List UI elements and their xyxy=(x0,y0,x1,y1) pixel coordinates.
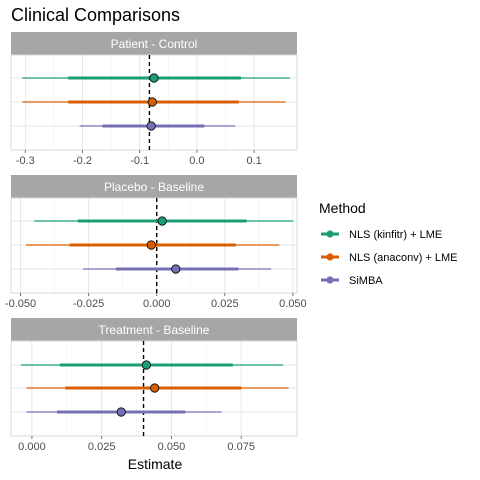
x-tick-label: 0.050 xyxy=(158,441,186,453)
x-tick-label: 0.000 xyxy=(143,298,171,310)
facet-strip xyxy=(11,175,297,198)
facet-panel: Patient - Control -0.3 -0.2 -0.1 0.0 0.1 xyxy=(10,32,298,167)
x-tick-label: 0.025 xyxy=(88,441,116,453)
facet-strip xyxy=(11,32,297,55)
point-estimate xyxy=(146,240,156,250)
facet-strip-label: Patient - Control xyxy=(111,37,198,51)
chart-title: Clinical Comparisons xyxy=(11,5,180,25)
x-axis-title: Estimate xyxy=(128,456,183,472)
legend-key-point xyxy=(326,230,334,238)
facet-strip-label: Treatment - Baseline xyxy=(99,323,210,337)
legend-entry: NLS (kinfitr) + LME xyxy=(321,229,442,241)
point-estimate xyxy=(146,121,156,131)
legend-entry: SiMBA xyxy=(321,275,383,287)
legend-title: Method xyxy=(319,200,366,216)
facet-strip xyxy=(11,318,297,341)
point-estimate xyxy=(147,97,157,107)
point-estimate xyxy=(150,383,160,393)
x-tick-label: -0.3 xyxy=(16,155,35,167)
legend-label: SiMBA xyxy=(349,275,383,287)
x-tick-label: -0.025 xyxy=(73,298,104,310)
x-tick-label: 0.0 xyxy=(189,155,204,167)
legend-entry: NLS (anaconv) + LME xyxy=(321,252,458,264)
x-tick-label: -0.2 xyxy=(73,155,92,167)
panel-border xyxy=(10,54,298,151)
legend-key-point xyxy=(326,276,334,284)
panel-border xyxy=(10,340,298,437)
point-estimate xyxy=(149,73,159,83)
x-tick-label: 0.050 xyxy=(279,298,307,310)
x-tick-label: -0.050 xyxy=(5,298,36,310)
x-tick-label: -0.1 xyxy=(130,155,149,167)
legend: Method NLS (kinfitr) + LME NLS (anaconv) … xyxy=(319,200,458,287)
x-tick-label: 0.1 xyxy=(246,155,261,167)
facet-panels: Patient - Control -0.3 -0.2 -0.1 0.0 0.1 Place… xyxy=(5,32,307,453)
panel-border xyxy=(10,197,298,294)
x-tick-label: 0.000 xyxy=(18,441,46,453)
legend-label: NLS (anaconv) + LME xyxy=(349,252,458,264)
facet-strip-label: Placebo - Baseline xyxy=(104,180,204,194)
point-estimate xyxy=(116,407,126,417)
x-tick-label: 0.075 xyxy=(227,441,255,453)
facet-panel: Placebo - Baseline -0.050 -0.025 0.000 0.025… xyxy=(5,175,307,310)
point-estimate xyxy=(171,264,181,274)
facet-panel: Treatment - Baseline 0.000 0.025 0.050 0.075 xyxy=(10,318,298,453)
point-estimate xyxy=(157,216,167,226)
legend-label: NLS (kinfitr) + LME xyxy=(349,229,442,241)
legend-key-point xyxy=(326,253,334,261)
point-estimate xyxy=(141,360,151,370)
x-tick-label: 0.025 xyxy=(211,298,239,310)
